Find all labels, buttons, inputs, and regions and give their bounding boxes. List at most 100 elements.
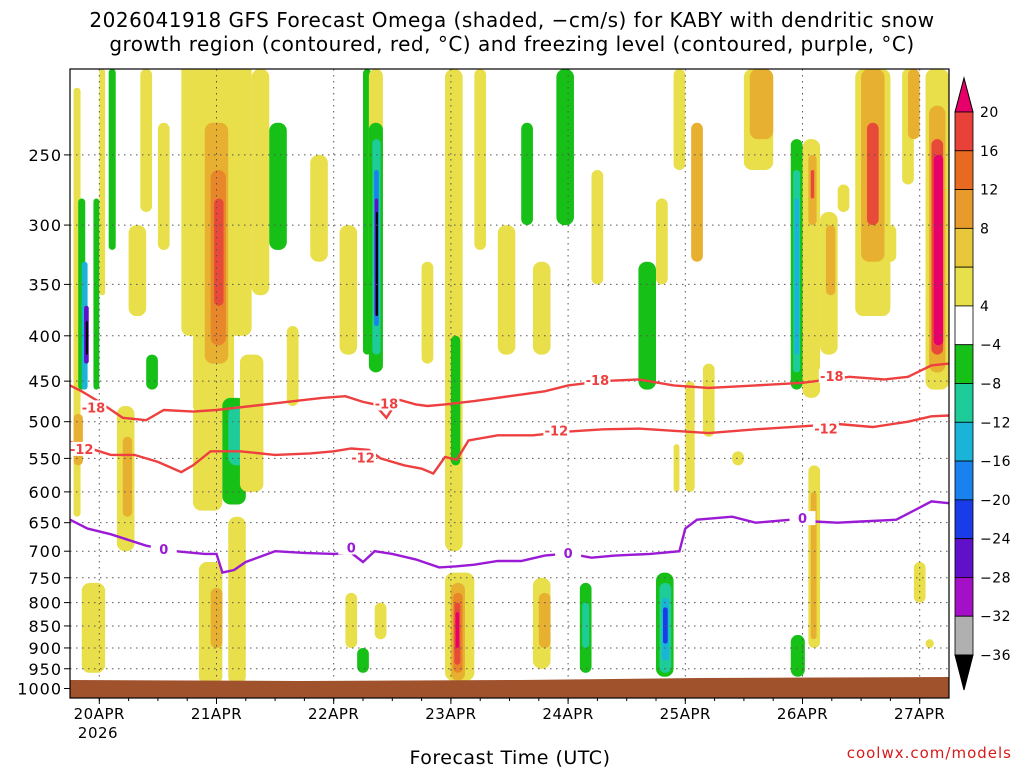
- contour-label-dgz_minus12: -12: [351, 451, 375, 466]
- y-tick-label: 800: [28, 594, 62, 613]
- omega-cell: [310, 154, 328, 262]
- colorbar-swatch: [954, 344, 974, 384]
- omega-cell: [913, 562, 926, 603]
- y-tick-label: 550: [28, 449, 62, 468]
- x-tick-label: 20APR: [74, 705, 125, 723]
- omega-cell: [497, 225, 516, 355]
- y-tick-label: 950: [28, 660, 62, 679]
- y-tick-label: 300: [28, 216, 62, 235]
- contour-label-dgz_minus12: -12: [814, 422, 838, 437]
- omega-cell: [73, 87, 81, 517]
- omega-cell: [140, 69, 153, 213]
- omega-cell: [146, 354, 158, 390]
- omega-cell: [790, 634, 805, 677]
- omega-cell: [825, 225, 836, 296]
- colorbar-label: 16: [980, 144, 999, 160]
- colorbar-swatch: [954, 150, 974, 190]
- omega-cell: [474, 69, 487, 250]
- omega-cell: [122, 436, 133, 517]
- omega-cell: [933, 154, 944, 346]
- contour-lines: -18 -18 -18 -18 -12 -12 -12 -12 0 0 0 0: [70, 362, 949, 575]
- y-tick-label: 450: [28, 372, 62, 391]
- y-tick-label: 700: [28, 542, 62, 561]
- omega-cell: [837, 184, 850, 213]
- contour-label-bg: [818, 368, 845, 383]
- omega-cell: [445, 69, 463, 552]
- omega-cell: [286, 326, 299, 406]
- contour-label-dgz_minus12: -12: [70, 443, 94, 458]
- omega-cell: [691, 122, 703, 262]
- omega-cell: [521, 122, 533, 226]
- chart-title-line1: 2026041918 GFS Forecast Omega (shaded, −…: [89, 8, 934, 32]
- ground-surface: [70, 677, 949, 698]
- x-tick-label: 25APR: [660, 705, 711, 723]
- omega-cell: [214, 198, 224, 306]
- contour-label-bg: [555, 545, 582, 560]
- contour-label-bg: [543, 423, 570, 438]
- y-tick-label: 850: [28, 617, 62, 636]
- x-axis-title: Forecast Time (UTC): [410, 747, 611, 768]
- omega-cell: [810, 169, 815, 199]
- omega-cell: [99, 69, 106, 296]
- omega-cell: [556, 69, 574, 226]
- colorbar-label: −8: [980, 377, 1002, 393]
- colorbar-label: 4: [980, 299, 989, 315]
- y-tick-label: 250: [28, 146, 62, 165]
- colorbar-swatch: [954, 111, 974, 152]
- omega-cell: [673, 69, 686, 170]
- credit-text: coolwx.com/models: [847, 744, 1012, 762]
- y-tick-label: 1000: [17, 679, 62, 698]
- x-tick-label: 21APR: [191, 705, 242, 723]
- colorbar-label: −4: [980, 338, 1002, 354]
- omega-cell: [582, 602, 590, 648]
- omega-cell: [210, 587, 223, 648]
- omega-cell: [656, 198, 668, 285]
- chart-title-line2: growth region (contoured, red, °C) and f…: [109, 32, 914, 56]
- x-tick-label: 27APR: [894, 705, 945, 723]
- colorbar-swatch: [954, 305, 974, 346]
- contour-label-bg: [150, 542, 177, 557]
- colorbar-top-arrow: [954, 76, 974, 113]
- contour-label-bg: [80, 400, 107, 415]
- colorbar-label: −36: [980, 648, 1011, 664]
- x-axis: 20APR 21APR 22APR 23APR 24APR 25APR 26APR 27APR: [74, 698, 945, 723]
- colorbar-swatch: [954, 538, 974, 578]
- colorbar-swatch: [954, 460, 974, 501]
- contour-label-dgz_minus18: -18: [375, 397, 399, 412]
- omega-cell: [925, 639, 934, 648]
- y-tick-label: 350: [28, 275, 62, 294]
- omega-cell: [455, 612, 460, 648]
- colorbar-label: −20: [980, 493, 1011, 509]
- omega-cell: [907, 69, 920, 140]
- omega-cell: [93, 198, 100, 390]
- contour-label-bg: [350, 450, 376, 465]
- y-tick-label: 900: [28, 639, 62, 658]
- omega-cell: [251, 69, 270, 296]
- omega-cell: [884, 225, 897, 262]
- colorbar-swatch: [954, 421, 974, 462]
- omega-cell: [638, 261, 656, 390]
- y-tick-label: 650: [28, 514, 62, 533]
- omega-cell: [375, 212, 378, 317]
- colorbar-swatch: [954, 615, 974, 656]
- colorbar-swatch: [954, 499, 974, 540]
- omega-cell: [157, 122, 170, 250]
- contour-label-bg: [789, 511, 816, 526]
- omega-cell: [339, 225, 358, 355]
- omega-cell: [732, 451, 744, 466]
- terrain-fill: [70, 677, 949, 698]
- contour-label-dgz_minus18: -18: [82, 401, 106, 416]
- omega-cell: [85, 321, 88, 355]
- contour-label-bg: [584, 373, 611, 388]
- contour-label-bg: [812, 421, 839, 436]
- colorbar-label: −32: [980, 609, 1011, 625]
- omega-cell: [794, 198, 799, 355]
- y-tick-label: 400: [28, 327, 62, 346]
- colorbar-label: −16: [980, 454, 1011, 470]
- omega-cell: [749, 69, 774, 140]
- omega-cell: [357, 647, 369, 673]
- contour-label-bg: [338, 540, 365, 555]
- omega-cell: [685, 381, 695, 492]
- colorbar-swatch: [954, 577, 974, 617]
